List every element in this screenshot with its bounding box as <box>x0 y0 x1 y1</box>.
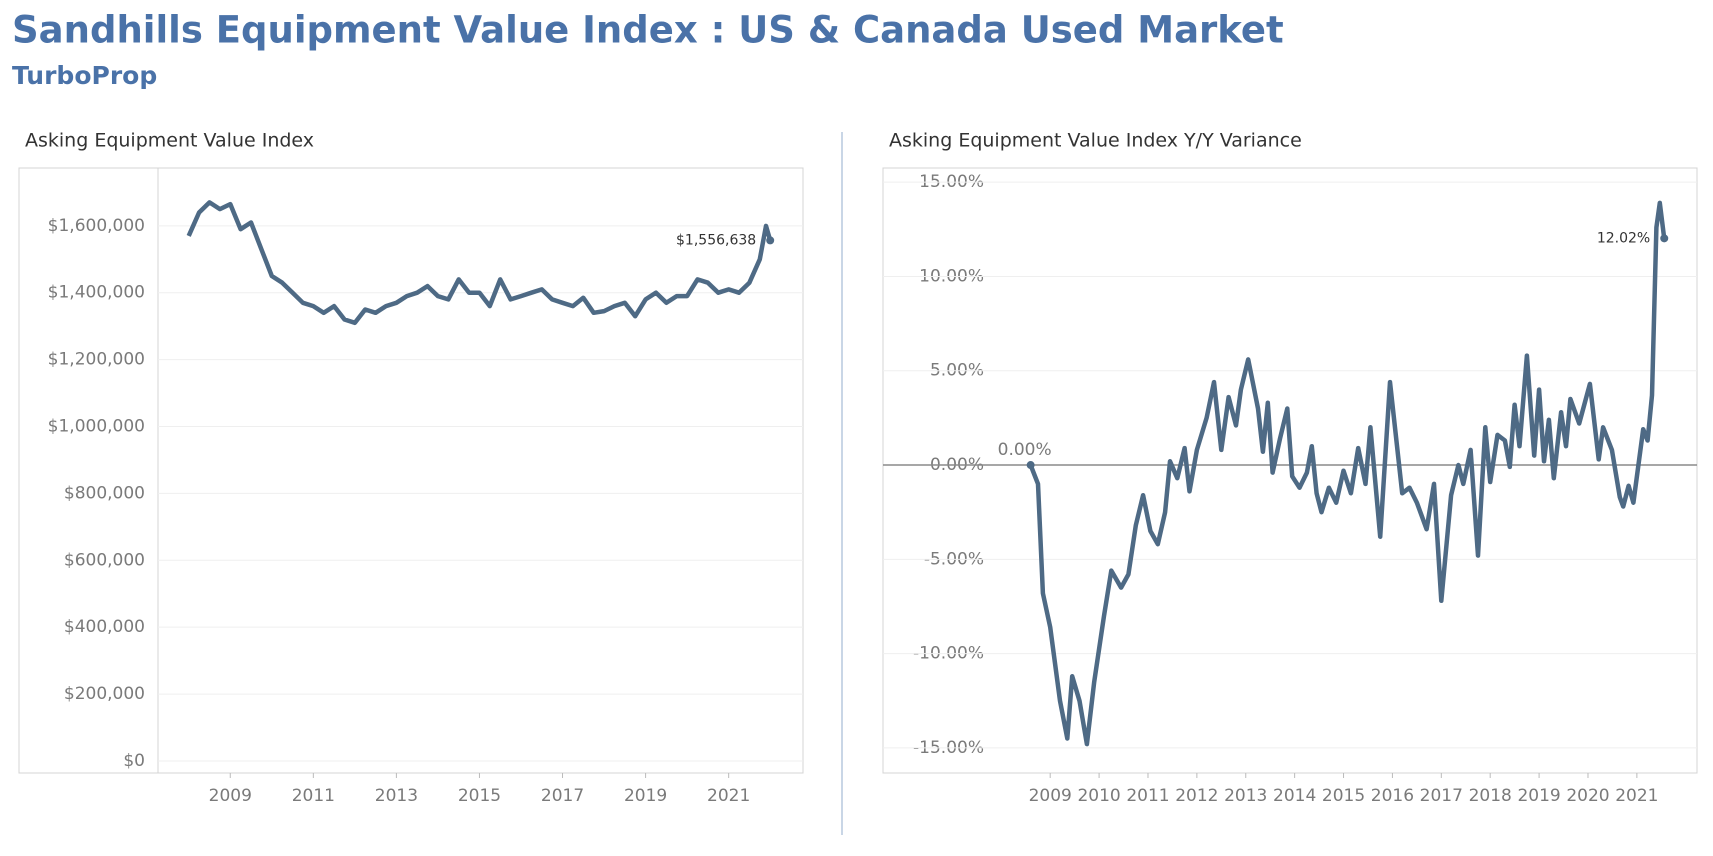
y-tick-label: $600,000 <box>64 550 145 570</box>
x-tick-label: 2009 <box>209 786 252 806</box>
data-line <box>1028 200 1667 747</box>
y-tick-label: $1,600,000 <box>48 216 145 236</box>
x-tick-label: 2013 <box>1224 786 1267 806</box>
x-tick-label: 2021 <box>707 786 750 806</box>
data-line <box>186 200 773 326</box>
end-point <box>1026 461 1035 470</box>
x-tick-label: 2020 <box>1566 786 1609 806</box>
x-tick-label: 2016 <box>1371 786 1414 806</box>
value-label: $1,556,638 <box>676 232 756 248</box>
x-tick-label: 2013 <box>375 786 418 806</box>
chart-title: Asking Equipment Value Index <box>25 130 314 152</box>
x-tick-label: 2017 <box>541 786 584 806</box>
x-tick-label: 2021 <box>1615 786 1658 806</box>
x-tick-label: 2015 <box>458 786 501 806</box>
x-tick-label: 2011 <box>292 786 335 806</box>
x-tick-label: 2017 <box>1420 786 1463 806</box>
y-tick-label: $0 <box>123 751 145 771</box>
x-tick-label: 2019 <box>1517 786 1560 806</box>
end-point <box>766 236 775 245</box>
y-tick-label: $1,400,000 <box>48 283 145 303</box>
end-point <box>1660 234 1669 243</box>
y-tick-label: $1,200,000 <box>48 350 145 370</box>
x-tick-label: 2019 <box>624 786 667 806</box>
x-tick-label: 2010 <box>1077 786 1120 806</box>
y-tick-label: $400,000 <box>64 617 145 637</box>
y-tick-label: $1,000,000 <box>48 417 145 437</box>
plot-frame <box>882 167 1698 774</box>
x-tick-label: 2011 <box>1126 786 1169 806</box>
chart-title: Asking Equipment Value Index Y/Y Varianc… <box>889 130 1302 152</box>
y-tick-label: $200,000 <box>64 684 145 704</box>
value-label: 0.00% <box>998 440 1052 460</box>
value-label: 12.02% <box>1597 230 1650 246</box>
x-tick-label: 2009 <box>1029 786 1072 806</box>
x-tick-label: 2014 <box>1273 786 1316 806</box>
plot-frame <box>18 167 804 774</box>
x-tick-label: 2018 <box>1469 786 1512 806</box>
y-tick-label: $800,000 <box>64 483 145 503</box>
x-tick-label: 2012 <box>1175 786 1218 806</box>
page-subtitle: TurboProp <box>12 61 157 90</box>
x-tick-label: 2015 <box>1322 786 1365 806</box>
page-title: Sandhills Equipment Value Index : US & C… <box>12 9 1284 52</box>
